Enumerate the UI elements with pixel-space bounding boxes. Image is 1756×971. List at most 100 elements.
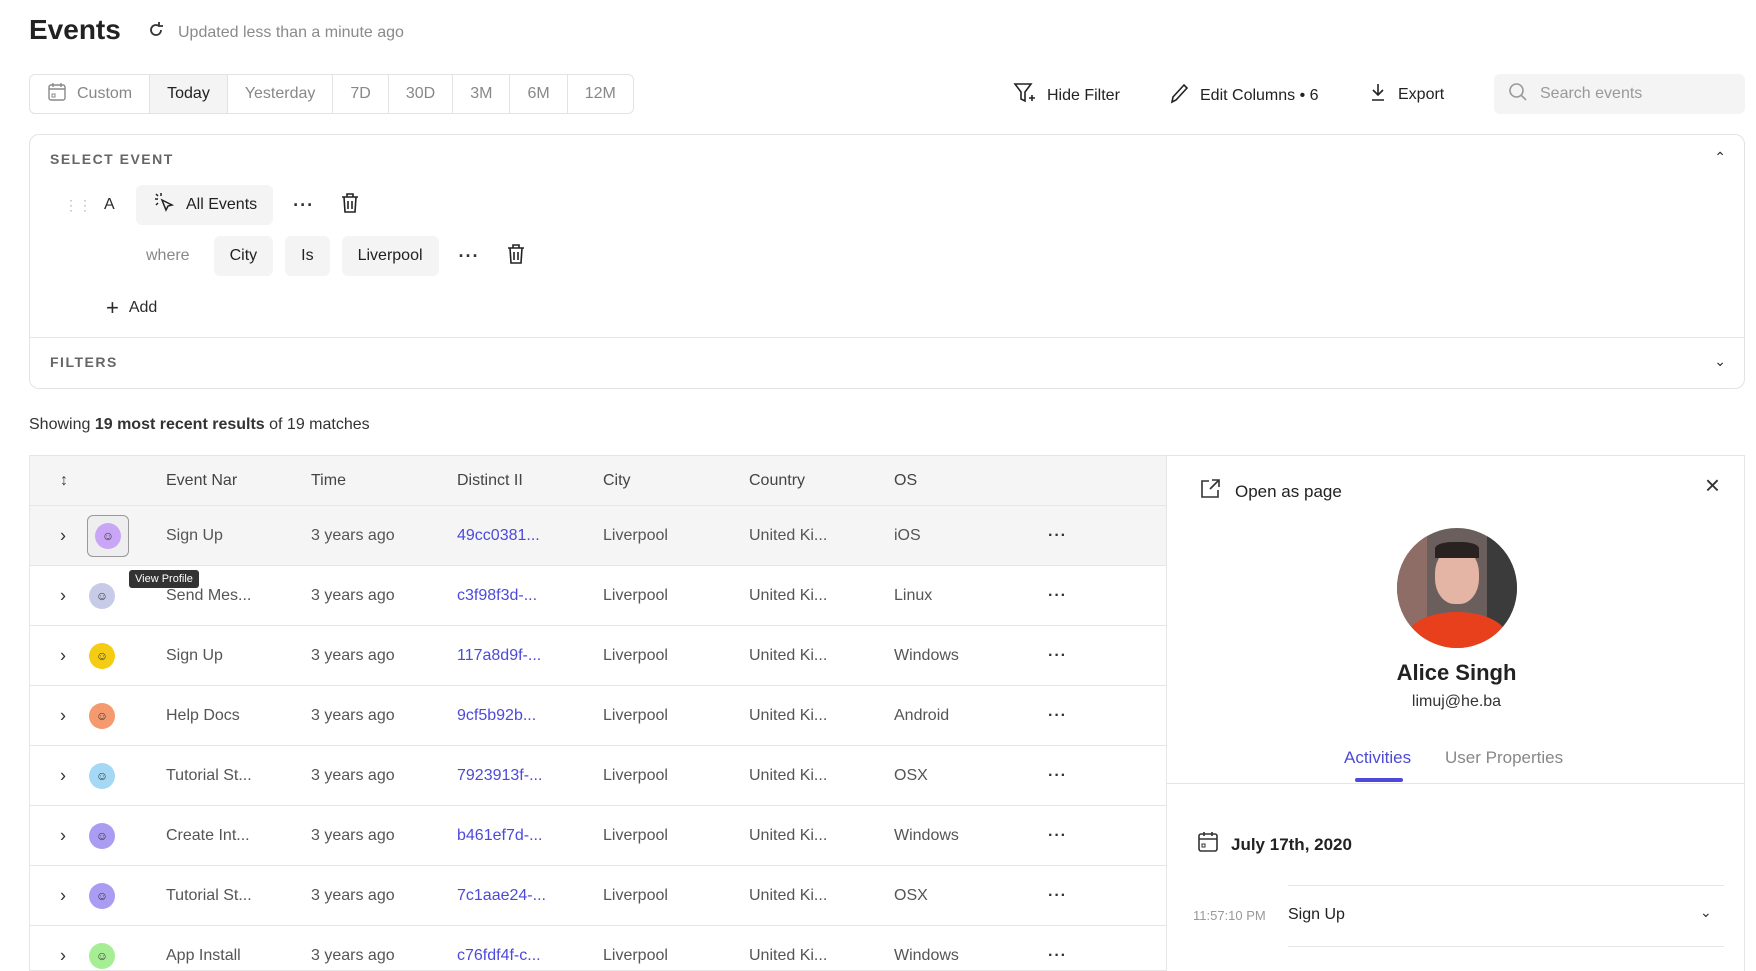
row-more-icon[interactable]: ··· xyxy=(1048,886,1067,904)
expand-chevron-icon[interactable]: › xyxy=(60,765,66,785)
expand-chevron-icon[interactable]: › xyxy=(60,525,66,545)
avatar[interactable]: ☺ xyxy=(89,702,115,729)
range-30d[interactable]: 30D xyxy=(389,75,454,113)
download-icon xyxy=(1368,82,1388,107)
cell-event: Tutorial St... xyxy=(166,766,252,784)
edit-columns-button[interactable]: Edit Columns • 6 xyxy=(1168,82,1319,109)
collapse-icon[interactable]: ↕ xyxy=(60,471,68,489)
expand-chevron-icon[interactable]: › xyxy=(60,645,66,665)
range-3m[interactable]: 3M xyxy=(453,75,511,113)
where-label: where xyxy=(146,247,190,264)
cell-event: Sign Up xyxy=(166,526,223,544)
table-row[interactable]: › ☺ Tutorial St... 3 years ago 7923913f-… xyxy=(30,746,1166,806)
cell-city: Liverpool xyxy=(603,826,668,844)
search-input[interactable]: Search events xyxy=(1494,74,1745,114)
export-button[interactable]: Export xyxy=(1368,82,1444,107)
add-label: Add xyxy=(128,299,158,316)
column-country[interactable]: Country xyxy=(749,471,806,489)
cell-distinct-id[interactable]: 117a8d9f-... xyxy=(457,646,542,664)
chevron-up-icon[interactable]: ⌃ xyxy=(1714,149,1726,165)
cell-event: App Install xyxy=(166,946,241,964)
trash-icon[interactable] xyxy=(506,243,526,270)
row-more-icon[interactable]: ··· xyxy=(1048,646,1067,664)
more-icon[interactable]: ··· xyxy=(458,245,480,266)
tab-user-properties[interactable]: User Properties xyxy=(1445,748,1564,767)
table-row[interactable]: › ☺ Send Mes... 3 years ago c3f98f3d-...… xyxy=(30,566,1166,626)
drag-handle-icon[interactable]: ⋮⋮ xyxy=(64,196,92,213)
activity-event[interactable]: Sign Up xyxy=(1288,906,1345,923)
avatar[interactable]: ☺ xyxy=(89,882,115,909)
divider xyxy=(1288,946,1724,947)
row-more-icon[interactable]: ··· xyxy=(1048,826,1067,844)
row-more-icon[interactable]: ··· xyxy=(1048,766,1067,784)
cell-time: 3 years ago xyxy=(311,586,395,604)
hide-filter-button[interactable]: Hide Filter xyxy=(1013,82,1120,109)
operator-chip[interactable]: Is xyxy=(285,236,330,276)
expand-chevron-icon[interactable]: › xyxy=(60,705,66,725)
column-time[interactable]: Time xyxy=(311,471,346,489)
table-row[interactable]: › ☺ Sign Up 3 years ago 117a8d9f-... Liv… xyxy=(30,626,1166,686)
row-more-icon[interactable]: ··· xyxy=(1048,526,1067,544)
chevron-down-icon[interactable]: ⌄ xyxy=(1714,353,1726,369)
range-yesterday[interactable]: Yesterday xyxy=(228,75,334,113)
add-button[interactable]: + Add xyxy=(106,295,157,321)
cell-distinct-id[interactable]: b461ef7d-... xyxy=(457,826,543,844)
cell-distinct-id[interactable]: 9cf5b92b... xyxy=(457,706,537,724)
avatar[interactable]: ☺ xyxy=(89,822,115,849)
cell-distinct-id[interactable]: c3f98f3d-... xyxy=(457,586,538,604)
table-row[interactable]: › ☺ App Install 3 years ago c76fdf4f-c..… xyxy=(30,926,1166,970)
property-chip[interactable]: City xyxy=(213,236,274,276)
avatar[interactable]: ☺ xyxy=(89,762,115,789)
cell-country: United Ki... xyxy=(749,826,828,844)
cell-time: 3 years ago xyxy=(311,826,395,844)
column-distinct-id[interactable]: Distinct II xyxy=(457,471,523,489)
expand-chevron-icon[interactable]: › xyxy=(60,825,66,845)
table-row[interactable]: › ☺ Help Docs 3 years ago 9cf5b92b... Li… xyxy=(30,686,1166,746)
refresh-icon[interactable] xyxy=(146,20,166,45)
cell-country: United Ki... xyxy=(749,766,828,784)
range-today[interactable]: Today xyxy=(150,75,228,113)
column-event-name[interactable]: Event Nar xyxy=(166,471,238,489)
event-selector[interactable]: All Events xyxy=(136,185,274,225)
profile-name: Alice Singh xyxy=(1396,660,1517,685)
cell-distinct-id[interactable]: 7923913f-... xyxy=(457,766,543,784)
row-more-icon[interactable]: ··· xyxy=(1048,586,1067,604)
cell-distinct-id[interactable]: 7c1aae24-... xyxy=(457,886,546,904)
table-row[interactable]: › ☺ Sign Up 3 years ago 49cc0381... Live… xyxy=(30,506,1166,566)
range-custom[interactable]: Custom xyxy=(30,75,151,113)
avatar[interactable]: ☺ xyxy=(89,942,115,969)
more-icon[interactable]: ··· xyxy=(293,194,315,215)
column-os[interactable]: OS xyxy=(894,471,918,489)
avatar-face-icon: ☺ xyxy=(89,942,115,969)
open-as-page-button[interactable]: Open as page xyxy=(1199,478,1342,505)
row-more-icon[interactable]: ··· xyxy=(1048,946,1067,964)
value-chip[interactable]: Liverpool xyxy=(341,236,439,276)
cell-time: 3 years ago xyxy=(311,946,395,964)
range-6m[interactable]: 6M xyxy=(510,75,568,113)
cell-time: 3 years ago xyxy=(311,526,395,544)
divider xyxy=(30,337,1744,338)
avatar[interactable]: ☺ xyxy=(87,514,129,557)
expand-chevron-icon[interactable]: › xyxy=(60,945,66,965)
cell-event: Sign Up xyxy=(166,646,223,664)
cell-distinct-id[interactable]: c76fdf4f-c... xyxy=(457,946,541,964)
event-letter: A xyxy=(104,196,115,213)
avatar[interactable]: ☺ xyxy=(89,642,115,669)
trash-icon[interactable] xyxy=(340,192,360,219)
expand-chevron-icon[interactable]: › xyxy=(60,885,66,905)
divider xyxy=(1167,783,1744,784)
avatar[interactable]: ☺ xyxy=(89,582,115,609)
export-label: Export xyxy=(1398,85,1445,103)
close-icon[interactable]: × xyxy=(1704,470,1720,500)
table-row[interactable]: › ☺ Create Int... 3 years ago b461ef7d-.… xyxy=(30,806,1166,866)
range-7d[interactable]: 7D xyxy=(333,75,389,113)
cell-country: United Ki... xyxy=(749,946,828,964)
expand-chevron-icon[interactable]: › xyxy=(60,585,66,605)
tab-activities[interactable]: Activities xyxy=(1344,748,1412,767)
cell-distinct-id[interactable]: 49cc0381... xyxy=(457,526,540,544)
table-row[interactable]: › ☺ Tutorial St... 3 years ago 7c1aae24-… xyxy=(30,866,1166,926)
range-12m[interactable]: 12M xyxy=(584,85,616,102)
column-city[interactable]: City xyxy=(603,471,631,489)
row-more-icon[interactable]: ··· xyxy=(1048,706,1067,724)
chevron-down-icon[interactable]: ⌄ xyxy=(1700,904,1712,920)
